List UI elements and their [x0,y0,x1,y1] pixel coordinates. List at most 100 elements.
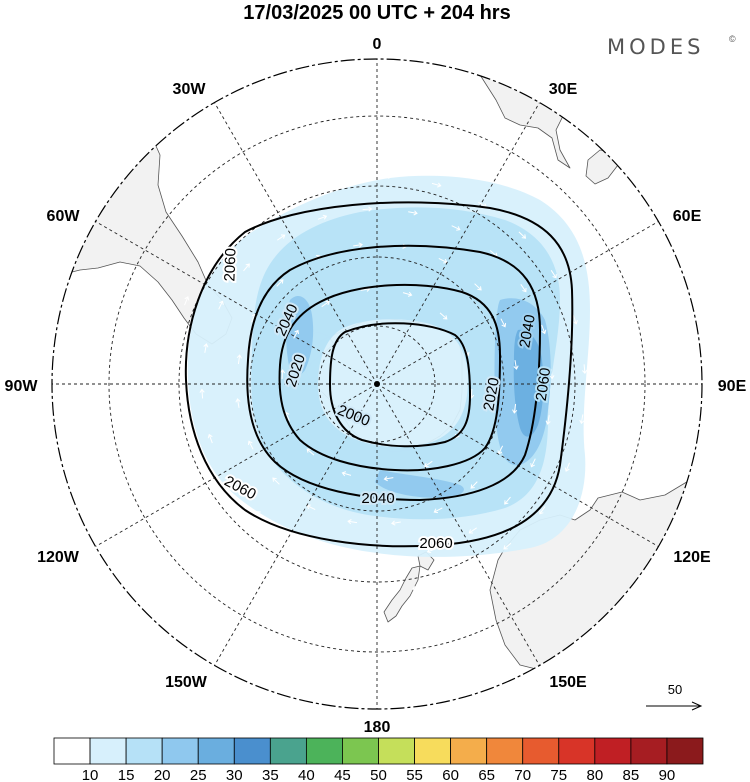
brand-logo: MODES © [607,34,736,59]
wind-arrow [242,218,251,226]
colorbar-swatch [414,737,452,765]
wind-arrow [582,364,588,375]
colorbar-swatch [630,737,668,765]
wind-arrow [503,542,512,550]
map-boundary [51,58,703,710]
wind-arrow [530,458,536,468]
wind-arrow [169,343,175,354]
colorbar-swatch [161,737,199,765]
wind-arrow [243,263,250,272]
wind-arrow [361,589,372,595]
wind-arrow [317,214,328,220]
wind-arrow [284,192,294,198]
wind-arrow [383,476,394,482]
longitude-label: 60W [47,208,81,225]
wind-arrow [424,460,433,468]
colorbar-swatch [269,737,307,765]
wind-arrow [541,324,547,335]
wind-arrow [391,520,401,526]
wind-arrow [332,176,343,183]
wind-arrow [411,585,422,592]
wind-arrow [500,318,507,328]
wind-arrow [227,529,236,537]
colorbar-swatch [342,737,379,765]
colorbar-tick-label: 55 [406,767,423,782]
meridian-line [214,383,378,666]
contour-2040 [246,244,542,502]
wind-arrow [176,443,182,453]
colorbar-tick-label: 75 [550,767,567,782]
colorbar-tick-label: 40 [298,767,315,782]
wind-arrow [402,291,413,297]
colorbar-tick-label: 60 [442,767,459,782]
colorbar-swatch [666,737,704,765]
latitude-circle-4 [108,115,646,653]
wind-arrow [272,477,280,485]
colorbar-swatch [378,737,415,765]
meridian-line [376,221,659,385]
wind-arrow [227,475,234,484]
longitude-label: 120W [37,549,80,566]
colorbar-tick-label: 70 [514,767,531,782]
wind-arrow [518,231,527,239]
colorbar-tick-label: 20 [154,767,171,782]
colorbar-swatch [197,737,235,765]
longitude-label: 150E [549,674,587,691]
colorbar-tick-label: 65 [478,767,495,782]
longitude-label: 0 [373,36,382,53]
colorbar-tick-label: 15 [118,767,135,782]
colorbar-tick-label: 90 [659,767,676,782]
longitude-label: 150W [165,674,208,691]
colorbar-tick-label: 35 [262,767,279,782]
wind-arrow [293,329,299,339]
wind-arrow [321,300,330,308]
longitude-label: 60E [673,208,702,225]
wind-arrow [572,315,578,325]
wind-arrow [381,556,392,562]
colorbar-swatch [558,737,596,765]
meridian-line [376,383,540,666]
wind-arrow [277,234,286,241]
wind-arrow [513,360,519,370]
south-pole-marker [374,381,380,387]
contour-label: 2060 [221,248,239,282]
colorbar-tick-label: 30 [226,767,243,782]
wind-arrow [306,448,315,456]
wind-arrow [545,415,551,425]
meridian-line [95,221,378,385]
wind-arrow [199,388,205,399]
longitude-label: 90W [5,378,39,395]
wind-arrow [336,552,346,558]
wind-arrow [549,369,555,380]
wind-reference-label: 50 [668,682,682,697]
colorbar-swatch [53,737,91,765]
colorbar-swatch [486,737,524,765]
wind-arrow [266,560,276,567]
wind-arrow [208,253,215,262]
wind-arrow [474,283,482,291]
contour-2000 [328,322,472,448]
wind-arrow [468,527,477,534]
wind-arrow [184,296,190,306]
longitude-labels: 0 30E 60E 90E 120E 150E 180 150W 120W 90… [5,36,747,736]
colorbar-tick-label: 45 [334,767,351,782]
wind-arrow [203,343,209,353]
wind-arrow [564,462,570,472]
colorbar-tick-label: 80 [586,767,603,782]
wind-arrow [426,548,437,554]
wind-reference-arrow-head [691,701,703,711]
brand-mark: © [729,34,736,44]
contour-label: 2060 [419,535,452,552]
wind-arrow [504,496,511,505]
colorbar-tick-label: 50 [370,767,387,782]
colorbar: 10 15 20 25 30 35 40 45 50 55 60 65 70 75 80 85 90 [53,737,704,782]
wind-arrow [207,433,213,444]
wind-arrow [431,182,442,188]
wind-arrow [256,511,265,518]
wind-arrow [247,440,254,450]
wind-arrow [218,300,224,310]
wind-arrow [550,270,557,279]
colorbar-swatch [233,737,271,765]
